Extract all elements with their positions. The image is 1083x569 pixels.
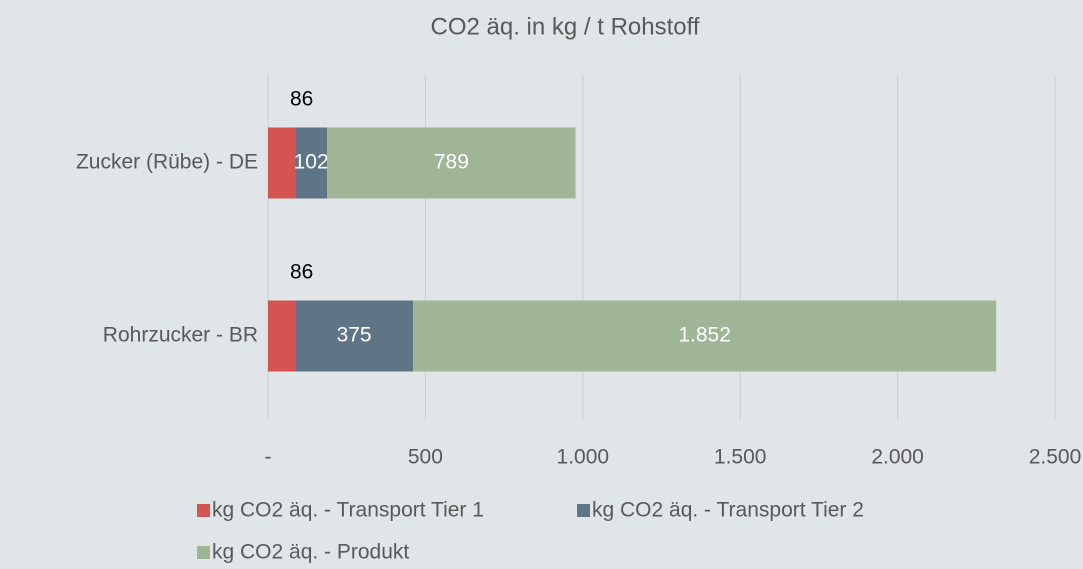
x-tick-label: 2.000 [871,446,924,469]
data-label: 102 [294,151,329,174]
legend-swatch [577,504,590,517]
legend-label: kg CO2 äq. - Produkt [212,541,409,564]
legend-swatch [197,546,210,559]
data-label: 789 [434,151,469,174]
x-tick-label: 1.500 [714,446,767,469]
x-tick-label: 1.000 [557,446,610,469]
bar-segment [295,300,414,372]
bar-segment [327,127,576,199]
chart-title: CO2 äq. in kg / t Rohstoff [430,13,699,40]
bar-segment [413,300,997,372]
x-tick-label: 2.500 [1029,446,1082,469]
legend-label: kg CO2 äq. - Transport Tier 1 [212,499,484,522]
x-tick-label: 500 [408,446,443,469]
x-tick-label: - [265,446,272,469]
bar-segment [268,300,296,372]
category-label: Zucker (Rübe) - DE [76,151,258,174]
data-label: 375 [337,324,372,347]
legend-swatch [197,504,210,517]
data-label: 86 [290,88,313,111]
bar-segment [295,127,328,199]
data-label: 86 [290,261,313,284]
data-label: 1.852 [678,324,731,347]
category-label: Rohrzucker - BR [103,324,258,347]
bar-segment [268,127,296,199]
legend-label: kg CO2 äq. - Transport Tier 2 [592,499,864,522]
